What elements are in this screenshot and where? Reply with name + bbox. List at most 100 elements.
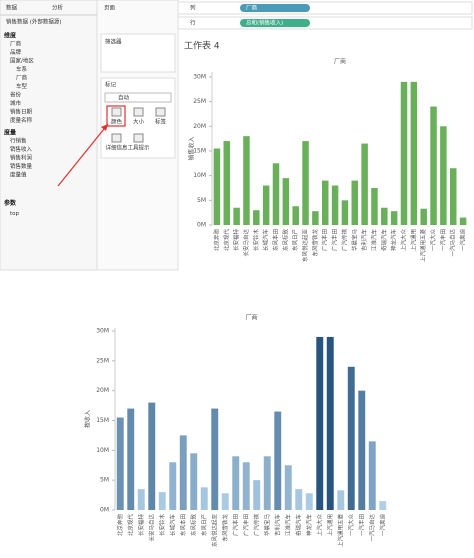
x-tick-label: 长城汽车: [168, 514, 176, 537]
x-tick-label: 北京奔驰: [212, 229, 220, 252]
x-tick-label: 广汽本田: [231, 514, 239, 536]
field[interactable]: 品牌: [10, 48, 22, 56]
x-tick-label: 华晨宝马: [263, 514, 271, 537]
x-tick-label: 东风标致: [189, 514, 197, 537]
bar: [274, 411, 282, 510]
bar: [211, 408, 219, 510]
bar: [262, 185, 270, 225]
pill[interactable]: [240, 4, 310, 12]
bar: [242, 462, 250, 510]
rows-shelf: [177, 16, 473, 30]
x-tick-label: 北京现代: [126, 514, 134, 537]
field[interactable]: 度量值: [10, 171, 27, 179]
pill[interactable]: [240, 19, 310, 27]
x-tick-label: 一汽奥迪: [378, 514, 386, 537]
sheet-title: 工作表 4: [184, 40, 220, 52]
bar: [253, 210, 260, 225]
x-tick-label: 奇瑞汽车: [380, 229, 388, 252]
x-tick-label: 一汽奥迪: [459, 229, 467, 252]
field[interactable]: 行销售: [10, 137, 27, 145]
x-tick-label: 一汽丰田: [357, 514, 365, 536]
y-tick-label: 5M: [197, 197, 206, 204]
y-tick-label: 25M: [193, 98, 206, 105]
tab[interactable]: 分析: [52, 4, 64, 12]
arrow: [57, 123, 109, 187]
mark-button-label: 标签: [155, 118, 167, 126]
field[interactable]: 车型: [16, 82, 28, 90]
chart-title: 厂商: [245, 314, 257, 322]
bar: [223, 141, 231, 225]
x-tick-label: 上汽通用: [409, 229, 417, 251]
field[interactable]: 车系: [16, 65, 28, 73]
y-axis-label: 销售收入: [188, 136, 196, 160]
bar: [179, 435, 187, 510]
bar: [305, 493, 313, 510]
mark-button[interactable]: [111, 107, 122, 117]
x-tick-label: 一汽马自达: [368, 514, 376, 542]
field[interactable]: top: [10, 211, 20, 217]
x-tick-label: 上汽通用: [326, 514, 334, 536]
x-tick-label: 长安铃木: [252, 229, 260, 252]
bar: [361, 143, 368, 225]
x-tick-label: 江淮汽车: [370, 229, 378, 252]
bar: [213, 148, 221, 225]
field[interactable]: 厂商: [10, 40, 22, 48]
x-tick-label: 神龙汽车: [390, 229, 398, 252]
y-tick-label: 20M: [193, 123, 206, 130]
tab[interactable]: 数据: [6, 4, 18, 12]
bar: [302, 141, 309, 225]
mark-button[interactable]: [111, 133, 122, 143]
field[interactable]: 销售数量: [10, 162, 33, 170]
bar: [312, 211, 319, 225]
field[interactable]: 销售日期: [10, 108, 33, 116]
field[interactable]: 销售利润: [10, 154, 33, 162]
rows-label: 行: [190, 19, 196, 27]
x-tick-label: 广汽丰田: [242, 514, 250, 536]
bar: [272, 163, 280, 225]
bar: [284, 465, 292, 510]
field[interactable]: 度量名称: [10, 116, 33, 124]
bar: [263, 456, 271, 510]
pill-text: 厂商: [246, 4, 258, 12]
bar: [326, 336, 334, 510]
bar: [232, 456, 240, 510]
bar: [116, 417, 124, 510]
bar: [127, 408, 135, 510]
bar: [321, 180, 329, 225]
field[interactable]: 国家/地区: [10, 57, 34, 65]
field[interactable]: 城市: [10, 99, 22, 107]
x-tick-label: 东风本田: [272, 229, 280, 251]
field[interactable]: 销售收入: [10, 145, 33, 153]
mark-button[interactable]: [133, 133, 144, 143]
x-tick-label: 吉利汽车: [273, 514, 281, 537]
y-axis-label: 按收入: [84, 410, 92, 428]
bar: [351, 180, 359, 225]
bar: [295, 489, 303, 510]
bar: [233, 207, 240, 225]
bar: [368, 441, 376, 510]
mark-button-label: 详细信息: [105, 144, 128, 152]
section-header: 度量: [4, 129, 16, 137]
x-tick-label: 上汽通用五菱: [336, 514, 344, 548]
x-tick-label: 上汽大众: [400, 229, 408, 252]
columns-shelf: [177, 1, 473, 15]
mark-type-dropdown[interactable]: [104, 92, 172, 103]
bar: [379, 501, 387, 510]
x-tick-label: 东风标致: [281, 229, 289, 252]
y-tick-label: 20M: [96, 387, 109, 394]
field[interactable]: 厂商: [16, 74, 28, 82]
field[interactable]: 省份: [10, 91, 22, 99]
x-tick-label: 广汽丰田: [331, 229, 339, 251]
x-tick-label: 上汽大众: [315, 514, 323, 537]
x-tick-label: 北京奔驰: [116, 514, 124, 537]
bar: [137, 489, 145, 510]
mark-type: 自动: [118, 94, 130, 102]
bar: [221, 493, 229, 510]
mark-button[interactable]: [155, 107, 166, 117]
x-tick-label: 长城汽车: [262, 229, 270, 252]
y-tick-label: 15M: [96, 417, 109, 424]
data-pane: [0, 0, 98, 271]
mark-button[interactable]: [133, 107, 144, 117]
columns-label: 列: [190, 4, 196, 12]
datasource[interactable]: 销售数据 (外部数据源): [6, 18, 62, 26]
